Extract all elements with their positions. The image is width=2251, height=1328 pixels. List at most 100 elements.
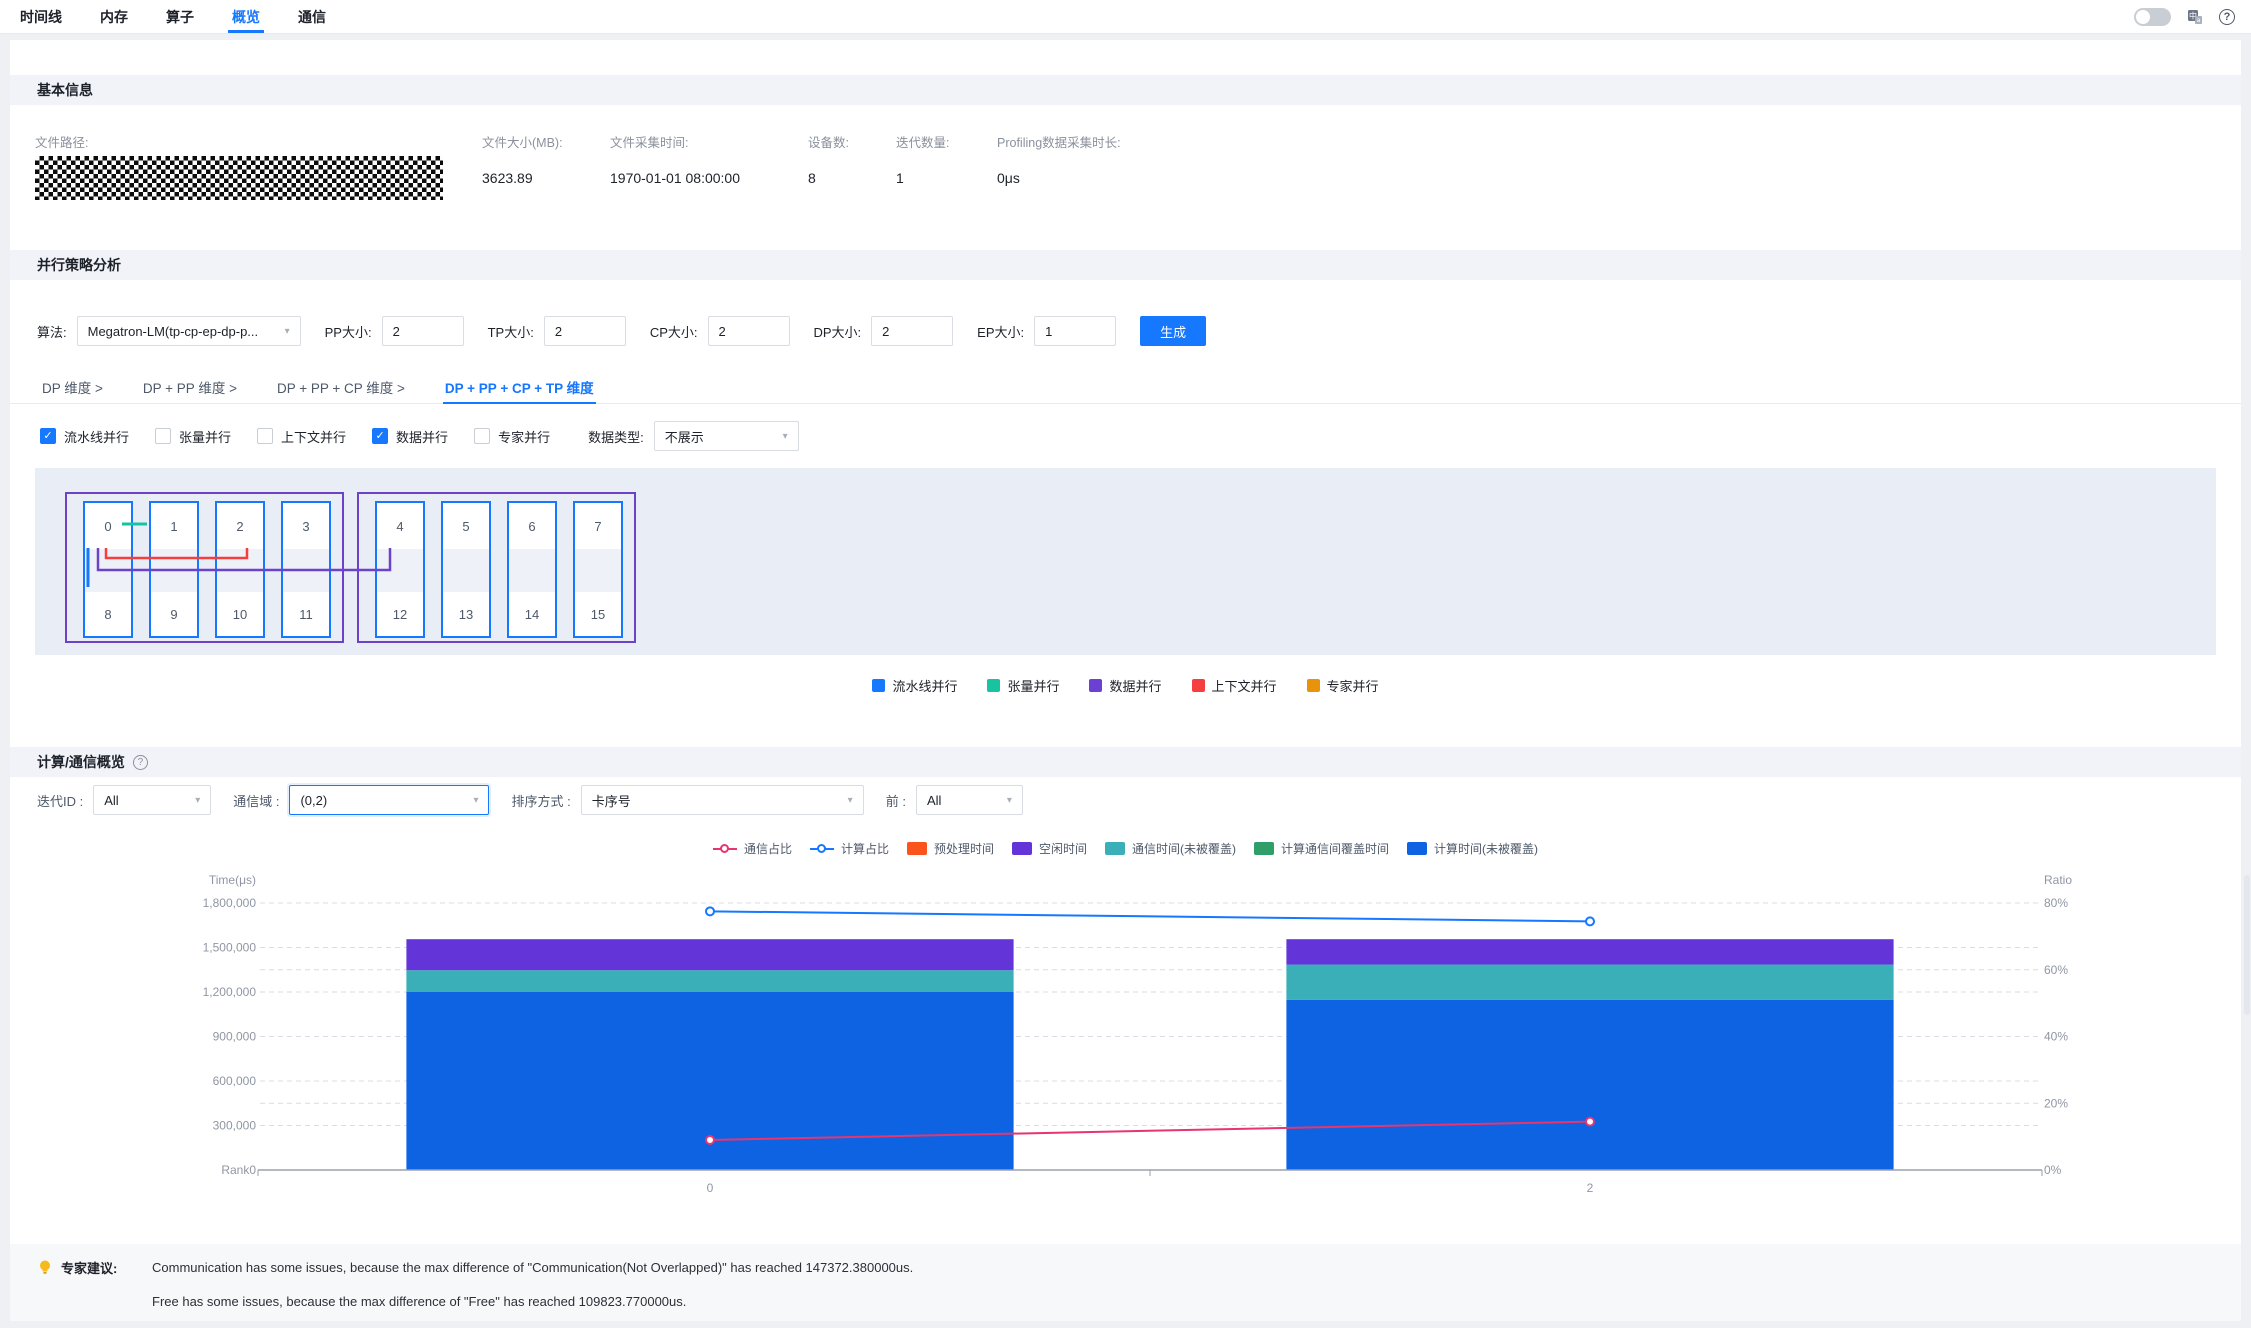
nav-tab-概览[interactable]: 概览: [228, 0, 264, 33]
parallel-checkbox[interactable]: 上下文并行: [257, 427, 346, 446]
x-axis-label: 0: [707, 1181, 714, 1195]
info-field: 文件采集时间:1970-01-01 08:00:00: [610, 132, 740, 186]
size-field: CP大小:: [650, 316, 790, 346]
section-header-basic-info: 基本信息: [10, 75, 2241, 105]
size-input[interactable]: [708, 316, 790, 346]
size-field: EP大小:: [977, 316, 1116, 346]
legend-swatch: [987, 679, 1000, 692]
filter-select[interactable]: (0,2)▾: [289, 785, 489, 815]
generate-button[interactable]: 生成: [1140, 316, 1206, 346]
chart-legend-item[interactable]: 计算占比: [810, 840, 889, 857]
nav-tab-通信[interactable]: 通信: [294, 0, 330, 33]
legend-swatch: [1105, 842, 1125, 855]
dimension-tabs: DP 维度 > DP + PP 维度 > DP + PP + CP 维度 > DP +…: [10, 370, 2241, 404]
select-value: All: [927, 793, 941, 808]
legend-label: 通信时间(未被覆盖): [1132, 840, 1236, 857]
data-point-通信占比[interactable]: [706, 1136, 714, 1144]
left-axis-tick: 1,200,000: [203, 985, 257, 999]
left-axis-tick: 600,000: [213, 1074, 257, 1088]
marker-dot: [817, 844, 826, 853]
chart-legend-item[interactable]: 通信时间(未被覆盖): [1105, 840, 1236, 857]
select-value: 卡序号: [592, 791, 631, 810]
suggestion-label: 专家建议:: [61, 1258, 117, 1277]
checkbox-unchecked[interactable]: [474, 428, 490, 444]
parallel-checkbox[interactable]: 专家并行: [474, 427, 550, 446]
topology-legend-item: 专家并行: [1307, 676, 1379, 695]
x-axis-label: 2: [1587, 1181, 1594, 1195]
chart-legend-item[interactable]: 计算通信间覆盖时间: [1254, 840, 1389, 857]
section-title: 基本信息: [37, 80, 93, 100]
nav-tab-算子[interactable]: 算子: [162, 0, 198, 33]
right-axis-tick: 20%: [2044, 1096, 2068, 1110]
ratio-line-计算占比: [710, 911, 1590, 921]
chart-legend-item[interactable]: 计算时间(未被覆盖): [1407, 840, 1538, 857]
data-point-计算占比[interactable]: [1586, 917, 1594, 925]
filter-label: 通信域 :: [233, 791, 279, 810]
section-title: 计算/通信概览: [37, 752, 125, 772]
topology-legend-item: 张量并行: [987, 676, 1059, 695]
info-field-label: 迭代数量:: [896, 132, 949, 151]
size-input[interactable]: [544, 316, 626, 346]
filter-select[interactable]: 卡序号▾: [581, 785, 864, 815]
left-axis-tick: 1,500,000: [203, 941, 257, 955]
dimension-tab[interactable]: DP 维度 >: [40, 370, 105, 403]
compute-comm-chart: Time(μs)Ratio300,000600,000900,0001,200,…: [10, 858, 2241, 1242]
checkbox-checked[interactable]: ✓: [372, 428, 388, 444]
top-nav: 时间线内存算子概览通信 中 a ?: [0, 0, 2251, 34]
info-field-value: 1970-01-01 08:00:00: [610, 170, 740, 186]
bar-segment-通信时间(未被覆盖)[interactable]: [406, 970, 1013, 992]
device-cell: 9: [151, 592, 197, 636]
legend-label: 预处理时间: [934, 840, 994, 857]
section-help-icon[interactable]: ?: [133, 755, 148, 770]
legend-label: 流水线并行: [892, 676, 957, 695]
info-field-value: 0μs: [997, 170, 1121, 186]
device-column: 311: [281, 501, 331, 638]
bar-segment-空闲时间[interactable]: [1286, 939, 1893, 964]
algorithm-select[interactable]: Megatron-LM(tp-cp-ep-dp-p... ▾: [77, 316, 301, 346]
dimension-tab[interactable]: DP + PP + CP 维度 >: [275, 370, 407, 403]
chart-legend-item[interactable]: 预处理时间: [907, 840, 994, 857]
section-title: 并行策略分析: [37, 255, 121, 275]
filter-select[interactable]: All▾: [93, 785, 211, 815]
data-type-label: 数据类型:: [588, 427, 644, 446]
checkbox-unchecked[interactable]: [257, 428, 273, 444]
bar-segment-通信时间(未被覆盖)[interactable]: [1286, 965, 1893, 1000]
data-point-计算占比[interactable]: [706, 907, 714, 915]
size-input[interactable]: [1034, 316, 1116, 346]
size-input[interactable]: [871, 316, 953, 346]
scrollbar-thumb[interactable]: [2244, 875, 2250, 1015]
data-type-select[interactable]: 不展示▾: [654, 421, 799, 451]
size-field: TP大小:: [488, 316, 626, 346]
size-field: DP大小:: [814, 316, 954, 346]
file-path-label: 文件路径:: [35, 132, 2235, 151]
help-icon[interactable]: ?: [2219, 9, 2235, 25]
legend-swatch: [1254, 842, 1274, 855]
checkbox-unchecked[interactable]: [155, 428, 171, 444]
bar-segment-空闲时间[interactable]: [406, 939, 1013, 970]
expert-suggestion: 专家建议: Communication has some issues, bec…: [10, 1244, 2241, 1321]
size-field: PP大小:: [325, 316, 464, 346]
parallel-checkbox[interactable]: 张量并行: [155, 427, 231, 446]
theme-toggle[interactable]: [2134, 8, 2171, 26]
size-input[interactable]: [382, 316, 464, 346]
parallel-checkbox[interactable]: ✓数据并行: [372, 427, 448, 446]
line-marker-icon: [810, 844, 834, 854]
size-field-label: EP大小:: [977, 322, 1024, 341]
chart-filter: 前 :All▾: [886, 785, 1023, 815]
legend-swatch: [1089, 679, 1102, 692]
parallel-checkbox[interactable]: ✓流水线并行: [40, 427, 129, 446]
filter-select[interactable]: All▾: [916, 785, 1023, 815]
nav-tab-时间线[interactable]: 时间线: [16, 0, 66, 33]
basic-info-section: 文件路径: 文件大小(MB):3623.89文件采集时间:1970-01-01 …: [35, 132, 2235, 224]
chart-legend-item[interactable]: 空闲时间: [1012, 840, 1087, 857]
language-icon[interactable]: 中 a: [2186, 8, 2204, 26]
chart-legend-item[interactable]: 通信占比: [713, 840, 792, 857]
data-point-通信占比[interactable]: [1586, 1118, 1594, 1126]
bar-segment-计算时间(未被覆盖)[interactable]: [1286, 1000, 1893, 1170]
right-axis-tick: 0%: [2044, 1163, 2062, 1177]
dimension-tab[interactable]: DP + PP 维度 >: [141, 370, 239, 403]
checkbox-checked[interactable]: ✓: [40, 428, 56, 444]
nav-tab-内存[interactable]: 内存: [96, 0, 132, 33]
info-field: 迭代数量:1: [896, 132, 949, 186]
dimension-tab[interactable]: DP + PP + CP + TP 维度: [443, 370, 596, 403]
